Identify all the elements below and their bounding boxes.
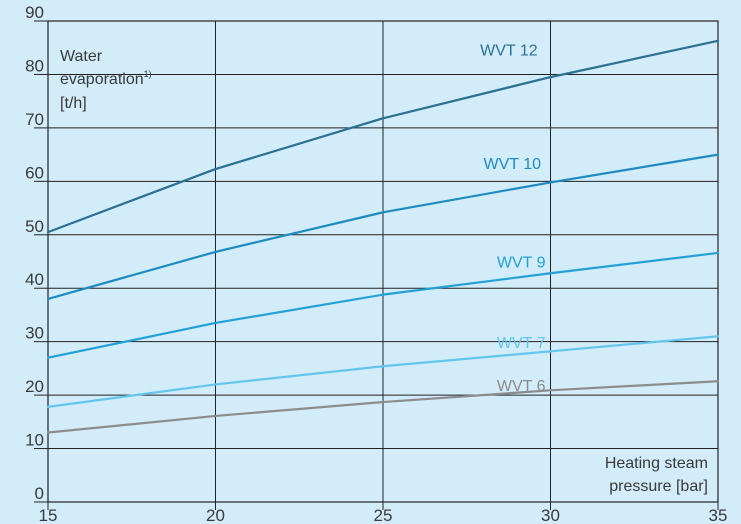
y-tick-label-0: 0: [35, 484, 44, 503]
y-axis-title-line3: [t/h]: [60, 95, 87, 112]
y-tick-label-30: 30: [25, 324, 44, 343]
point-wvt-12-15: [46, 231, 50, 234]
y-axis-title-line2-text: evaporation: [60, 71, 144, 88]
y-tick-label-80: 80: [25, 56, 44, 75]
point-wvt-12-30: [549, 76, 552, 79]
point-wvt-7-20: [214, 383, 217, 386]
point-wvt-10-30: [549, 181, 552, 184]
y-tick-label-20: 20: [25, 377, 44, 396]
grid: [48, 21, 718, 502]
y-tick-label-90: 90: [25, 3, 44, 22]
point-wvt-10-20: [214, 250, 217, 253]
point-wvt-6-20: [214, 414, 217, 418]
point-wvt-6-30: [549, 389, 552, 392]
point-wvt-10-25: [381, 211, 385, 214]
point-wvt-7-35: [716, 335, 720, 338]
x-tick-label-20: 20: [206, 506, 225, 524]
point-wvt-6-15: [46, 431, 50, 434]
series-labels: WVT 12 WVT 10 WVT 9 WVT 7 WVT 6: [480, 43, 545, 395]
point-wvt-7-15: [46, 405, 50, 408]
point-wvt-9-30: [549, 272, 552, 275]
x-tick-label-25: 25: [374, 506, 393, 524]
x-axis-title-line1: Heating steam: [605, 455, 708, 472]
series-label-wvt-7: WVT 7: [497, 335, 546, 352]
x-tick-label-30: 30: [541, 506, 560, 524]
x-axis-ticks: 15 20 25 30 35: [39, 502, 728, 524]
point-wvt-9-20: [214, 321, 217, 325]
y-axis-title-line1: Water: [60, 48, 103, 65]
y-tick-label-10: 10: [25, 431, 44, 450]
y-tick-label-50: 50: [25, 217, 44, 236]
footnote-marker: 1): [144, 69, 152, 79]
point-wvt-7-30: [549, 350, 552, 353]
point-wvt-9-25: [381, 293, 385, 296]
point-wvt-6-25: [381, 400, 385, 404]
series-label-wvt-12: WVT 12: [480, 43, 538, 60]
y-tick-label-60: 60: [25, 163, 44, 182]
point-wvt-10-35: [716, 153, 720, 156]
x-tick-label-35: 35: [709, 506, 728, 524]
point-wvt-9-35: [716, 251, 720, 255]
y-axis-title-line2: evaporation1): [60, 69, 152, 88]
point-wvt-7-25: [381, 365, 385, 368]
series-label-wvt-6: WVT 6: [497, 378, 546, 395]
point-wvt-12-25: [381, 117, 385, 120]
series-label-wvt-10: WVT 10: [484, 156, 542, 173]
y-tick-label-40: 40: [25, 270, 44, 289]
series-group: [46, 39, 720, 434]
point-wvt-9-15: [46, 356, 50, 359]
point-wvt-12-20: [214, 167, 217, 171]
y-tick-label-70: 70: [25, 110, 44, 129]
series-label-wvt-9: WVT 9: [497, 254, 546, 271]
point-wvt-10-15: [46, 297, 50, 301]
point-wvt-12-35: [716, 39, 720, 42]
point-wvt-6-35: [716, 380, 720, 383]
x-axis-title-line2: pressure [bar]: [609, 478, 708, 495]
x-tick-label-15: 15: [39, 506, 58, 524]
y-axis-ticks: 0 10 20 30 40 50 60 70 80 90: [25, 3, 48, 503]
